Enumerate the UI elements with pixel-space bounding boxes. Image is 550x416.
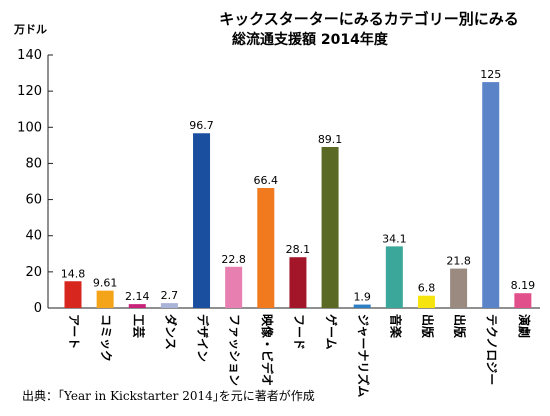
category-label: フード <box>292 314 306 350</box>
bar <box>96 290 114 308</box>
category-label: ジャーナリズム <box>356 314 371 397</box>
bars <box>64 82 532 308</box>
bar <box>128 304 146 308</box>
category-label: アート <box>67 314 81 349</box>
bar <box>482 82 500 308</box>
bar <box>193 133 211 308</box>
value-label: 66.4 <box>254 174 279 187</box>
value-label: 22.8 <box>221 253 246 266</box>
value-label: 1.9 <box>353 291 371 304</box>
category-label: 工芸 <box>131 314 146 338</box>
y-tick-label: 20 <box>25 265 42 280</box>
category-label: 映像・ビデオ <box>260 314 275 386</box>
bar <box>257 188 275 308</box>
value-label: 9.61 <box>93 277 118 290</box>
category-label: デザイン <box>196 314 211 362</box>
bar <box>353 304 371 308</box>
y-tick-label: 140 <box>17 48 42 63</box>
y-axis-unit: 万ドル <box>13 23 47 36</box>
y-tick-label: 120 <box>17 84 42 99</box>
y-tick-label: 80 <box>25 156 42 171</box>
chart-title: キックスターターにみるカテゴリー別にみる <box>219 10 519 28</box>
y-tick-label: 60 <box>25 193 42 208</box>
bar <box>417 295 435 308</box>
source-note: 出典：｢Year in Kickstarter 2014｣を元に著者が作成 <box>22 388 315 403</box>
bar <box>385 246 403 308</box>
chart-subtitle: 総流通支援額 2014年度 <box>232 31 389 48</box>
value-label: 125 <box>480 68 501 81</box>
category-label: 出版 <box>453 314 468 338</box>
bar <box>64 281 82 308</box>
category-label: 演劇 <box>517 314 532 338</box>
bar <box>514 293 532 308</box>
y-tick-label: 40 <box>25 229 42 244</box>
bar <box>225 266 243 308</box>
category-label: ゲーム <box>324 314 339 350</box>
y-tick-label: 0 <box>34 301 42 316</box>
category-label: コミック <box>99 314 113 362</box>
y-tick-label: 100 <box>17 120 42 135</box>
bar <box>450 268 468 308</box>
category-label: ファッション <box>228 314 242 386</box>
value-label: 14.8 <box>61 267 86 280</box>
category-label: ダンス <box>163 314 178 350</box>
value-label: 34.1 <box>382 232 407 245</box>
value-label: 21.8 <box>446 255 471 268</box>
category-label: 音楽 <box>388 314 403 339</box>
bar <box>160 303 178 308</box>
category-labels: アート コミック 工芸 ダンス デザイン ファッション 映像・ビデオ フード ゲーム ジャーナリズ… <box>67 314 532 397</box>
value-labels: 14.8 9.61 2.14 2.7 96.7 22.8 66.4 28.1 89.1 1.9 34… <box>61 68 535 303</box>
value-label: 96.7 <box>189 119 214 132</box>
value-label: 2.7 <box>161 289 179 302</box>
category-label: 出版 <box>420 314 435 338</box>
value-label: 6.8 <box>418 282 436 295</box>
value-label: 28.1 <box>286 243 311 256</box>
value-label: 8.19 <box>511 279 536 292</box>
bar <box>289 257 307 308</box>
value-label: 2.14 <box>125 290 150 303</box>
value-label: 89.1 <box>318 133 343 146</box>
bar <box>321 146 339 308</box>
category-label: テクノロジー <box>485 314 499 385</box>
